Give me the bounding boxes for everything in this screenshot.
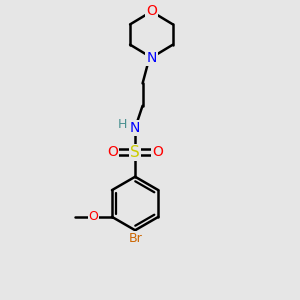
Text: O: O bbox=[146, 4, 157, 19]
Text: N: N bbox=[130, 121, 140, 135]
Text: O: O bbox=[107, 146, 118, 159]
Text: H: H bbox=[118, 118, 127, 131]
Text: N: N bbox=[146, 51, 157, 64]
Text: O: O bbox=[88, 210, 98, 224]
Text: Br: Br bbox=[128, 232, 142, 245]
Text: S: S bbox=[130, 145, 140, 160]
Text: O: O bbox=[152, 146, 163, 159]
